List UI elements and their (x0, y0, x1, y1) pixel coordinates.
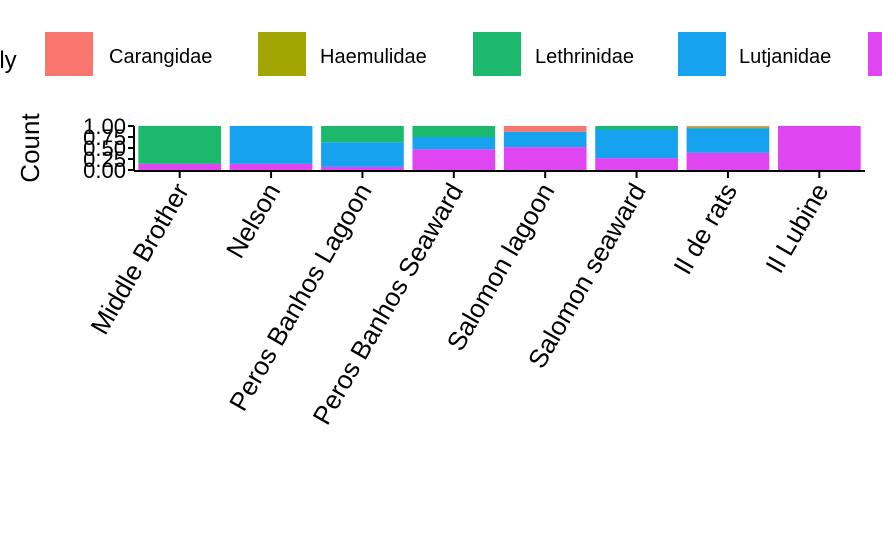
y-tick-label: 0.50 (83, 136, 126, 161)
legend-label-carangidae: Carangidae (109, 46, 212, 68)
bar-peros-banhos-lagoon-series-5 (321, 166, 404, 170)
x-tick-label-il-lubine: Il Lubine (759, 178, 834, 278)
plot-area: 0.000.250.500.751.00 Middle Brother Nelso… (15, 113, 865, 430)
y-tick-label: 0.75 (83, 125, 126, 150)
bar-salomon-seaward-lethrinidae (595, 126, 678, 130)
y-tick-label: 0.00 (83, 158, 126, 183)
bar-peros-banhos-lagoon-lutjanidae (321, 142, 404, 167)
bar-il-de-rats-haemulidae (686, 126, 770, 128)
legend-key-haemulidae (258, 32, 306, 76)
legend: ily Carangidae Haemulidae Lethrinidae Lutja… (0, 32, 882, 76)
legend-key-carangidae (45, 32, 93, 76)
bar-middle-brother-series-5 (138, 163, 222, 170)
bar-il-de-rats-lethrinidae (686, 127, 770, 129)
bar-salomon-lagoon-lutjanidae (503, 131, 587, 148)
bar-salomon-lagoon-carangidae (503, 126, 587, 132)
y-axis-label: Count (15, 113, 45, 183)
bar-il-de-rats-lutjanidae (686, 128, 770, 153)
y-tick-label: 1.00 (83, 114, 126, 139)
legend-key-series-5 (868, 32, 882, 76)
bar-peros-banhos-lagoon-lethrinidae (321, 126, 404, 143)
bar-nelson-series-5 (229, 163, 313, 170)
bar-salomon-seaward-series-5 (595, 158, 678, 170)
legend-label-lethrinidae: Lethrinidae (535, 46, 634, 68)
x-tick-label-middle-brother: Middle Brother (84, 178, 195, 340)
bar-il-de-rats-carangidae (686, 126, 770, 127)
bar-nelson-lutjanidae (229, 126, 313, 164)
legend-label-haemulidae: Haemulidae (320, 46, 427, 68)
bar-middle-brother-lethrinidae (138, 126, 222, 164)
bar-salomon-lagoon-series-5 (503, 147, 587, 170)
legend-title: ily (0, 47, 17, 74)
x-tick-label-il-de-rats: Il de rats (667, 178, 743, 279)
bar-peros-banhos-seaward-series-5 (412, 149, 496, 170)
bar-peros-banhos-seaward-lethrinidae (412, 126, 496, 137)
bar-peros-banhos-seaward-lutjanidae (412, 137, 496, 150)
legend-key-lethrinidae (473, 32, 521, 76)
bar-salomon-seaward-lutjanidae (595, 129, 678, 159)
y-tick-label: 0.25 (83, 147, 126, 172)
x-tick-label-nelson: Nelson (220, 178, 286, 263)
legend-label-lutjanidae: Lutjanidae (739, 46, 831, 68)
legend-key-lutjanidae (678, 32, 726, 76)
bar-il-lubine-series-5 (777, 126, 861, 170)
bar-il-de-rats-series-5 (686, 152, 770, 170)
